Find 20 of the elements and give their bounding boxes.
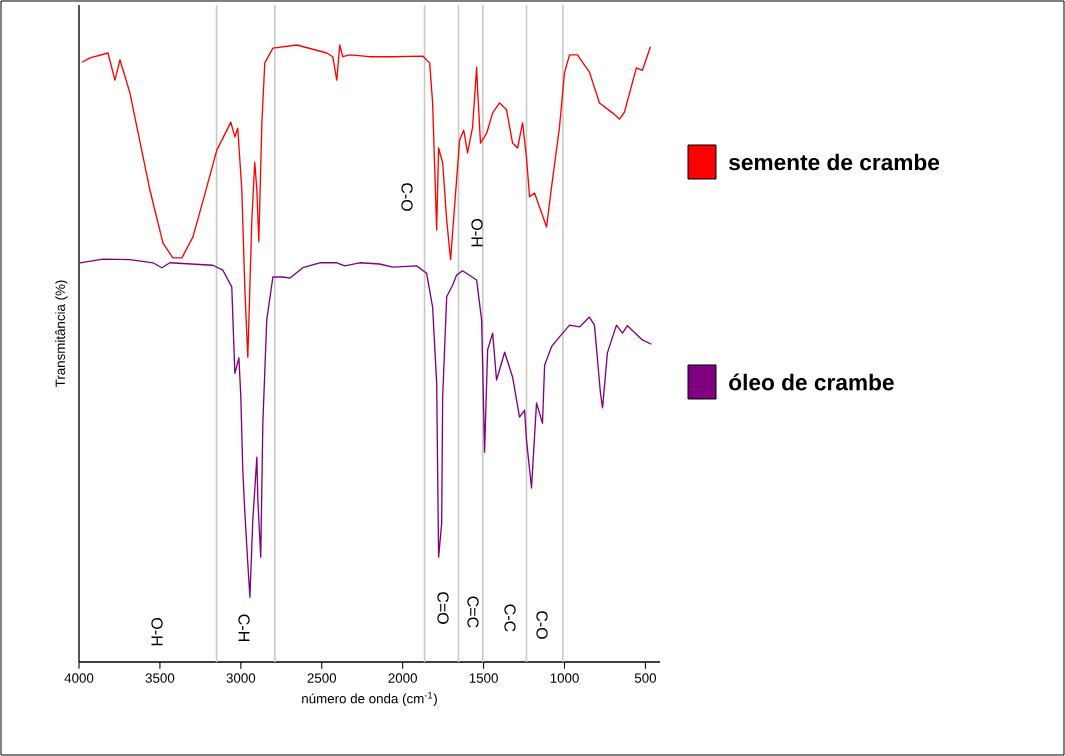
x-tick-label: 500 — [634, 673, 657, 683]
x-tick-label: 1500 — [469, 673, 498, 683]
x-tick-label: 2000 — [388, 673, 417, 683]
annotation: O-H — [151, 618, 163, 646]
y-axis-title: Transmitância (%) — [55, 280, 68, 388]
annotation: C=O — [437, 592, 449, 624]
annotation: O-H — [471, 219, 483, 247]
x-tick-label: 3000 — [226, 673, 256, 683]
legend-label: óleo de crambe — [729, 373, 894, 391]
x-tick-label: 2500 — [307, 673, 337, 683]
annotation: C-H — [238, 614, 250, 641]
annotation: C-O — [536, 611, 548, 639]
x-tick-label: 4000 — [64, 673, 94, 683]
x-tick-label: 3500 — [145, 673, 175, 683]
annotation: C-C — [504, 604, 516, 632]
x-tick-label: 1000 — [550, 673, 579, 683]
x-axis-title: número de onda (cm$^{-1}$) — [302, 691, 437, 706]
annotation: C=C — [467, 596, 479, 628]
annotation: C-O — [401, 183, 413, 211]
legend-label: semente de crambe — [729, 153, 940, 171]
